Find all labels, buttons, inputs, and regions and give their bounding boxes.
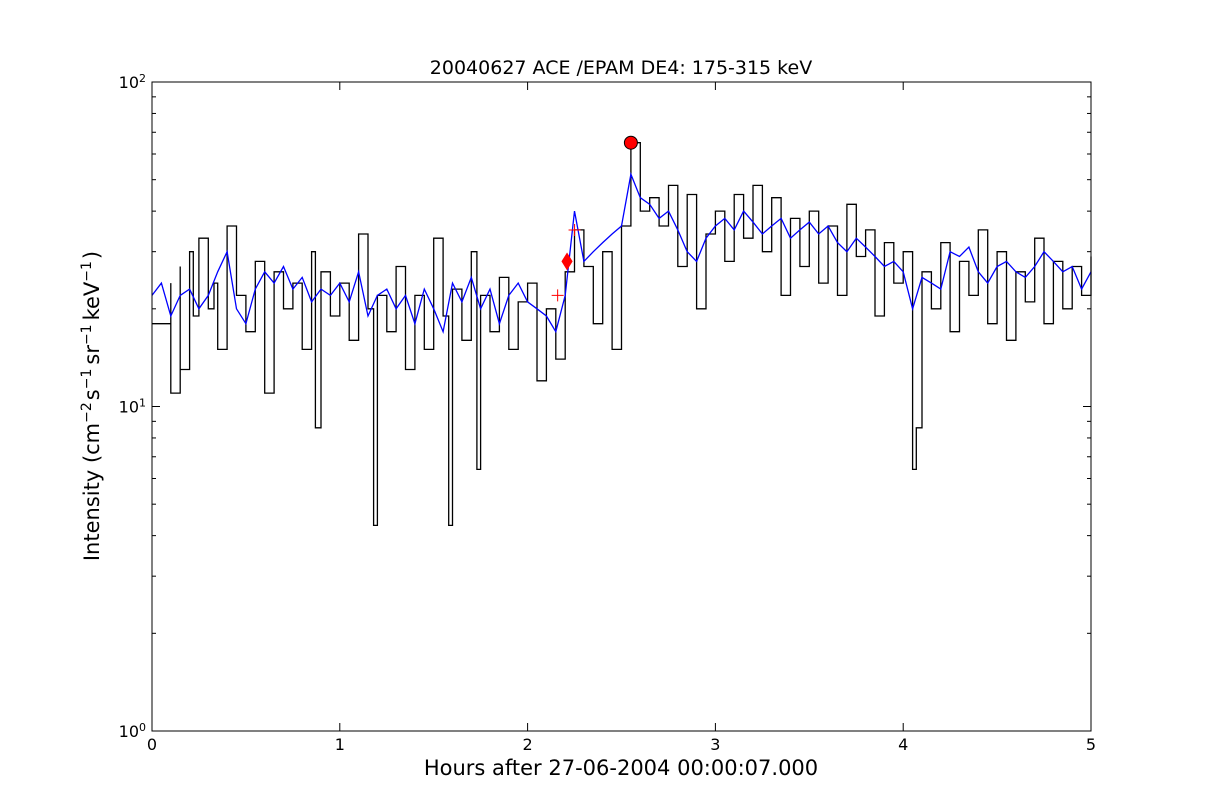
y-tick-label: 100 bbox=[119, 721, 146, 742]
marker-plus bbox=[568, 223, 581, 236]
x-axis-label: Hours after 27-06-2004 00:00:07.000 bbox=[424, 756, 818, 780]
x-tick-label: 2 bbox=[523, 735, 533, 754]
x-tick-label: 3 bbox=[710, 735, 720, 754]
y-label-unit-sr: sr bbox=[80, 345, 104, 365]
y-tick-label: 101 bbox=[119, 396, 146, 417]
marker-circle bbox=[623, 135, 638, 150]
marker-diamond bbox=[561, 252, 573, 271]
x-tick-label: 4 bbox=[898, 735, 908, 754]
series-line-2 bbox=[151, 171, 1092, 334]
series-layer bbox=[151, 142, 1092, 527]
y-label-exp-1: −2 bbox=[79, 402, 95, 423]
y-tick-label: 102 bbox=[119, 72, 146, 93]
y-label-suffix: ) bbox=[80, 251, 104, 259]
series-line-1 bbox=[152, 142, 1092, 527]
marker-layer bbox=[551, 135, 638, 302]
chart-title: 20040627 ACE /EPAM DE4: 175-315 keV bbox=[430, 57, 812, 79]
tick-layer: 0 1 2 3 4 5 100 101 102 bbox=[119, 72, 1096, 755]
x-tick-label: 0 bbox=[147, 735, 157, 754]
x-tick-label: 1 bbox=[335, 735, 345, 754]
plot-area: 0 1 2 3 4 5 100 101 102 bbox=[119, 72, 1096, 755]
x-tick-label: 5 bbox=[1086, 735, 1096, 754]
y-label-unit-s: s bbox=[80, 389, 104, 400]
y-axis-label: Intensity (cm−2s−1sr−1keV−1) bbox=[79, 251, 104, 561]
y-label-exp-4: −1 bbox=[79, 261, 95, 282]
y-label-prefix: Intensity (cm bbox=[80, 423, 104, 561]
marker-plus bbox=[551, 289, 564, 302]
y-label-exp-3: −1 bbox=[79, 324, 95, 345]
y-label-unit-kev: keV bbox=[80, 281, 104, 320]
y-label-exp-2: −1 bbox=[79, 369, 95, 390]
